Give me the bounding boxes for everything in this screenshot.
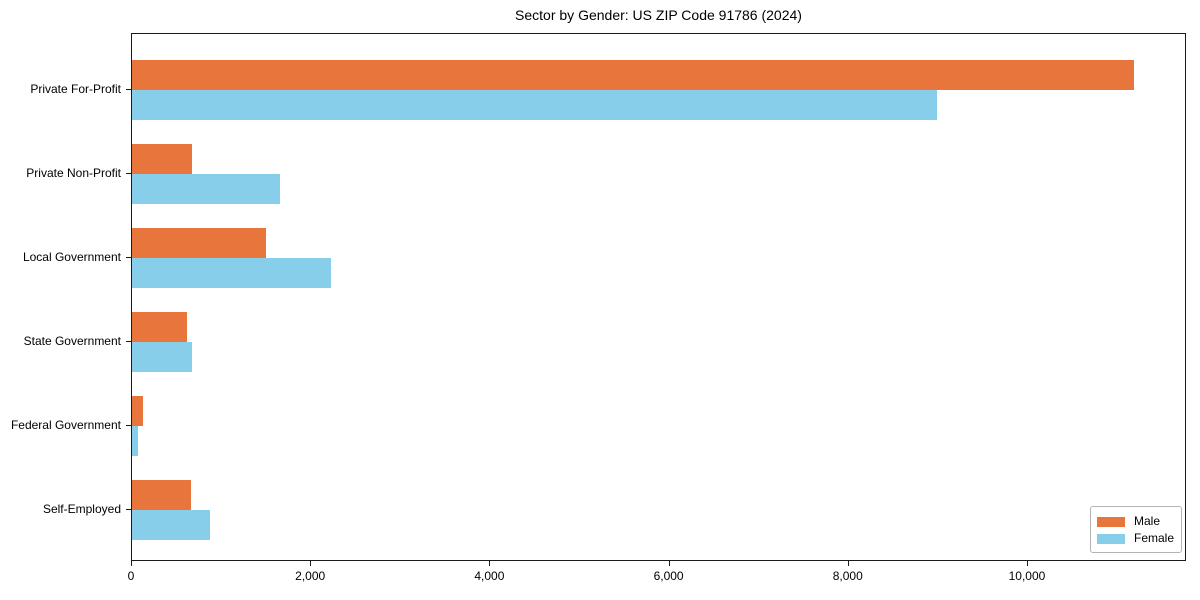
bar-female-self-employed [132, 510, 210, 540]
legend-swatch-male [1097, 516, 1125, 527]
y-axis-tick [126, 257, 131, 258]
legend: Male Female [1090, 506, 1182, 553]
y-axis-tick [126, 89, 131, 90]
bar-female-federal-government [132, 426, 138, 456]
x-axis-tick [489, 561, 491, 566]
y-axis-label: Private Non-Profit [26, 166, 121, 180]
legend-label-female: Female [1134, 531, 1175, 545]
x-axis-tick [1026, 561, 1028, 566]
bar-female-state-government [132, 342, 192, 372]
y-axis-tick [126, 341, 131, 342]
legend-swatch-female [1097, 533, 1125, 544]
y-axis-label: State Government [23, 334, 121, 348]
x-axis-label: 0 [127, 569, 135, 583]
bar-male-local-government [132, 228, 266, 258]
y-axis-tick [126, 425, 131, 426]
x-axis-tick [310, 561, 312, 566]
x-axis-tick [668, 561, 670, 566]
y-axis-label: Self-Employed [42, 502, 121, 516]
x-axis-tick [847, 561, 849, 566]
legend-item-female: Female [1097, 530, 1176, 547]
legend-label-male: Male [1134, 514, 1161, 528]
y-axis-tick [126, 509, 131, 510]
bar-male-self-employed [132, 480, 192, 510]
plot-area [131, 33, 1186, 561]
x-axis-label: 10,000 [1008, 569, 1046, 583]
x-axis-label: 4,000 [474, 569, 505, 583]
bar-male-state-government [132, 312, 187, 342]
bar-male-federal-government [132, 396, 144, 426]
bar-female-private-non-profit [132, 174, 281, 204]
legend-item-male: Male [1097, 513, 1176, 530]
x-axis-tick [131, 561, 132, 566]
bar-male-private-for-profit [132, 60, 1134, 90]
x-axis-label: 2,000 [295, 569, 326, 583]
chart-title: Sector by Gender: US ZIP Code 91786 (202… [515, 7, 802, 23]
bar-female-private-for-profit [132, 90, 937, 120]
bar-female-local-government [132, 258, 331, 288]
y-axis-label: Federal Government [10, 418, 121, 432]
x-axis-label: 8,000 [832, 569, 863, 583]
bar-male-private-non-profit [132, 144, 192, 174]
y-axis-label: Local Government [22, 250, 121, 264]
x-axis-label: 6,000 [653, 569, 684, 583]
y-axis-label: Private For-Profit [30, 82, 121, 96]
y-axis-tick [126, 173, 131, 174]
